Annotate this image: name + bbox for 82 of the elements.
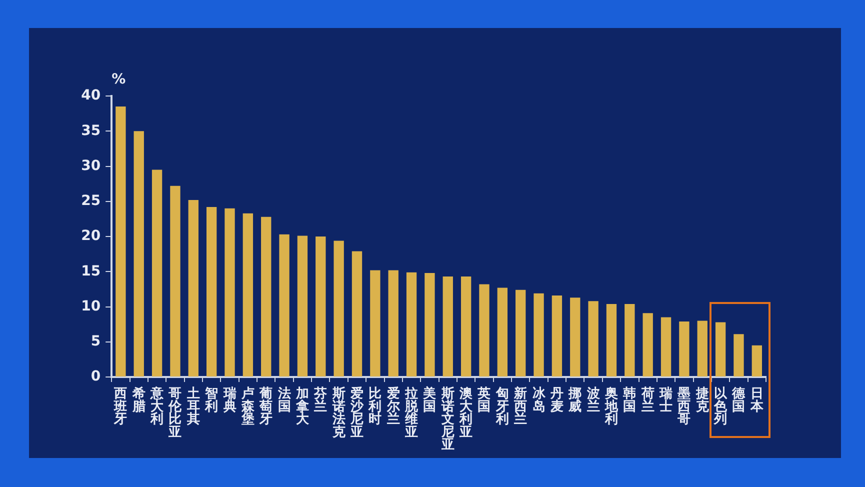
y-tick-label: 30: [81, 158, 101, 174]
x-tick-label: 波兰: [586, 386, 601, 414]
x-tick-label: 意大利: [150, 386, 165, 428]
x-tick-label: 日本: [749, 386, 764, 414]
bar: [316, 236, 326, 376]
x-tick-label: 英国: [476, 386, 491, 414]
x-tick-label: 匈牙利: [494, 386, 509, 428]
x-tick-label: 拉脱维亚: [404, 386, 420, 440]
bar: [660, 317, 672, 376]
x-tick-label: 加拿大: [294, 386, 310, 428]
x-tick-label: 荷兰: [640, 386, 654, 414]
bar: [752, 345, 762, 376]
bar: [424, 273, 435, 376]
x-tick-label: 芬兰: [313, 386, 328, 414]
x-tick-label: 奥地利: [604, 386, 619, 428]
x-tick-label: 捷克: [694, 386, 710, 414]
bar: [479, 284, 490, 376]
bar: [679, 322, 690, 376]
x-tick-label: 美国: [422, 386, 436, 414]
x-tick-label: 土耳其: [186, 386, 200, 428]
x-tick-label: 冰岛: [532, 386, 546, 414]
x-tick-label: 希腊: [131, 386, 146, 414]
y-tick-label: 10: [81, 298, 101, 314]
bar: [334, 240, 344, 376]
x-tick-label: 澳大利亚: [458, 386, 474, 440]
bar: [588, 301, 598, 376]
y-tick-label: 35: [81, 122, 101, 139]
bar: [261, 216, 272, 376]
x-tick-label: 斯诺法克: [331, 386, 346, 440]
x-tick-label: 挪威: [568, 386, 582, 414]
y-tick-label: 15: [81, 263, 101, 280]
bar: [570, 298, 580, 376]
x-tick-label: 卢森堡: [240, 386, 256, 428]
x-tick-label: 瑞士: [658, 386, 673, 414]
x-tick-label: 新西兰: [513, 386, 528, 428]
bar: [624, 304, 635, 376]
bar: [152, 170, 162, 376]
bar: [224, 208, 235, 376]
y-tick-label: 5: [90, 334, 101, 350]
x-tick-label: 瑞典: [222, 386, 236, 414]
y-tick-label: 25: [81, 193, 101, 210]
y-axis-title: %: [112, 72, 126, 88]
bar: [370, 270, 380, 376]
x-tick-label: 比利时: [368, 386, 382, 428]
x-tick-label: 法国: [276, 386, 291, 414]
bar: [497, 288, 508, 376]
bar: [188, 200, 198, 376]
x-tick-label: 以色列: [713, 386, 728, 428]
x-tick-label: 爱沙尼亚: [350, 386, 364, 440]
bar: [642, 313, 653, 376]
x-tick-label: 丹麦: [549, 386, 564, 414]
bar: [534, 293, 544, 376]
bar: [606, 304, 617, 376]
bar: [460, 276, 472, 376]
bar: [734, 334, 744, 376]
y-tick-label: 20: [81, 228, 101, 244]
x-tick-label: 韩国: [622, 386, 636, 414]
x-tick-label: 德国: [731, 386, 746, 414]
x-tick-label: 西班牙: [113, 386, 128, 428]
bar: [388, 270, 398, 376]
bar: [170, 186, 180, 376]
bar: [297, 236, 308, 376]
bar: [206, 206, 217, 376]
bar: [516, 290, 526, 376]
bar: [697, 320, 708, 376]
x-tick-label: 爱尔兰: [386, 386, 401, 428]
bar: [279, 234, 290, 376]
x-tick-label: 墨西哥: [676, 386, 691, 428]
y-tick-label: 0: [90, 368, 101, 385]
bar: [116, 106, 126, 376]
bar: [406, 272, 417, 376]
bar: [715, 322, 726, 376]
bar: [134, 131, 144, 376]
x-tick-label: 哥伦比亚: [168, 386, 183, 440]
bar: [552, 296, 562, 376]
bar: [242, 213, 254, 376]
bar: [442, 276, 453, 376]
bar: [352, 251, 362, 376]
x-tick-label: 葡萄牙: [258, 386, 273, 428]
y-tick-label: 40: [81, 88, 101, 104]
x-tick-label: 斯诺文尼亚: [440, 386, 454, 453]
x-tick-label: 智利: [204, 386, 218, 414]
